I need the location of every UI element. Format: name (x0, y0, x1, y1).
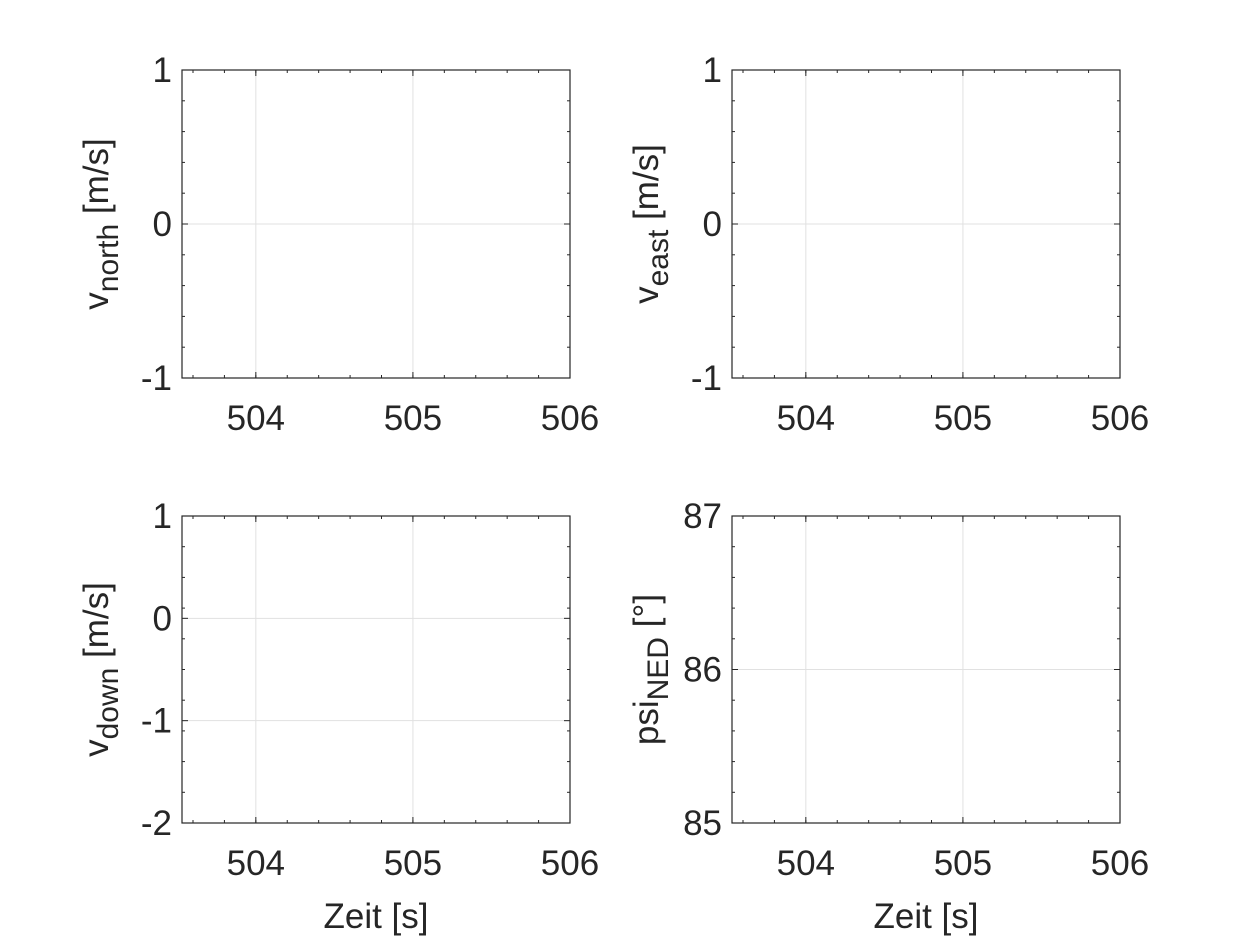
x-tick-label: 505 (384, 844, 442, 883)
y-tick-label: 1 (703, 51, 722, 90)
x-tick-label: 504 (227, 844, 285, 883)
y-axis-label: psiNED [°] (627, 594, 675, 745)
x-tick-label: 506 (541, 399, 599, 438)
y-tick-label: 85 (683, 804, 722, 843)
x-tick-label: 505 (934, 844, 992, 883)
subplot-v-down: 504 505 506 -2 -1 0 1 vdown [m/s] Zeit [s] (77, 497, 599, 936)
y-tick-label: 1 (153, 51, 172, 90)
y-tick-label: 1 (153, 497, 172, 536)
x-tick-label: 505 (384, 399, 442, 438)
y-tick-label: -1 (141, 702, 172, 741)
y-tick-label: -1 (691, 359, 722, 398)
x-tick-label: 506 (1091, 844, 1149, 883)
y-tick-label: 0 (703, 205, 722, 244)
y-axis-label-subscript: down (92, 668, 125, 740)
y-tick-label: 87 (683, 497, 722, 536)
y-axis-label-unit: [m/s] (77, 582, 116, 668)
subplot-v-east: 504 505 506 -1 0 1 veast [m/s] (627, 51, 1149, 438)
y-axis-label-unit: [m/s] (77, 138, 116, 224)
y-tick-label: 0 (153, 599, 172, 638)
x-tick-label: 504 (777, 844, 835, 883)
y-tick-label: 0 (153, 205, 172, 244)
x-tick-label: 506 (1091, 399, 1149, 438)
y-tick-label: -1 (141, 359, 172, 398)
y-axis-label-base: psi (627, 700, 666, 745)
y-axis-label-subscript: NED (642, 637, 675, 700)
axes-frame (731, 515, 1121, 824)
axes-frame (181, 515, 571, 824)
subplot-psi-ned: 504 505 506 85 86 87 psiNED [°] Zeit [s] (627, 497, 1149, 936)
x-tick-label: 504 (227, 399, 285, 438)
axes-frame (731, 69, 1121, 379)
y-axis-label-base: v (77, 739, 116, 757)
y-axis-label: veast [m/s] (627, 144, 675, 304)
y-axis-label-unit: [m/s] (627, 144, 666, 230)
subplot-v-north: 504 505 506 -1 0 1 vnorth [m/s] (77, 51, 599, 438)
x-axis-label: Zeit [s] (323, 897, 428, 936)
y-axis-label-subscript: north (92, 224, 125, 292)
y-axis-label-base: v (77, 292, 116, 310)
plot-area (182, 516, 570, 823)
x-tick-label: 504 (777, 399, 835, 438)
x-tick-label: 506 (541, 844, 599, 883)
y-axis-label-base: v (627, 286, 666, 304)
y-axis-label-unit: [°] (627, 594, 666, 637)
x-axis-label: Zeit [s] (873, 897, 978, 936)
x-tick-label: 505 (934, 399, 992, 438)
axes-frame (181, 69, 571, 379)
y-tick-label: 86 (683, 651, 722, 690)
y-axis-label-subscript: east (642, 229, 675, 286)
y-tick-label: -2 (141, 804, 172, 843)
y-axis-label: vnorth [m/s] (77, 138, 125, 309)
y-axis-label: vdown [m/s] (77, 582, 125, 757)
